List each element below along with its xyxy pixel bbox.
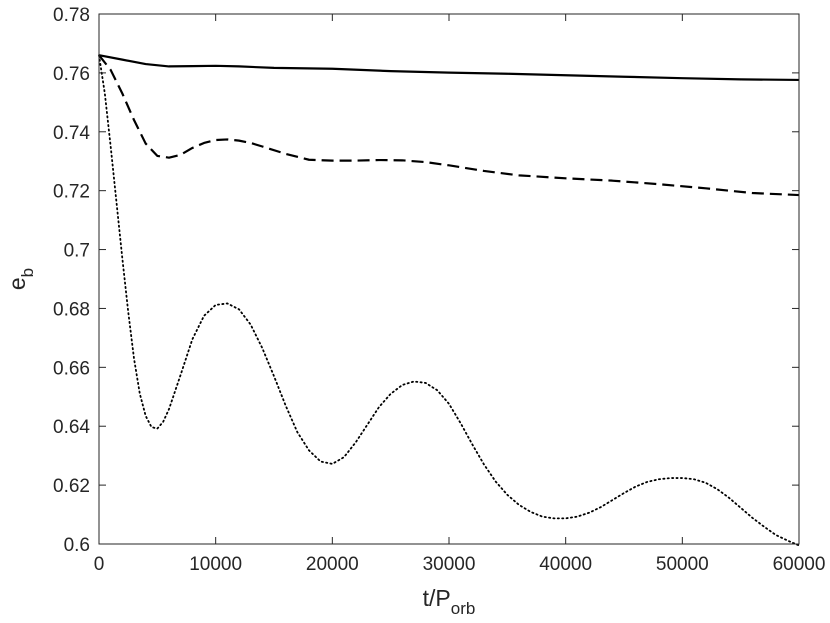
y-tick-label: 0.62 [53, 476, 90, 497]
x-axis-title: t/Porb [423, 585, 476, 618]
x-tick-label: 60000 [773, 554, 826, 575]
y-tick-label: 0.68 [53, 299, 90, 320]
series-line-dotted [98, 54, 800, 547]
y-tick-label: 0.7 [64, 241, 90, 262]
x-tick-label: 30000 [423, 554, 476, 575]
y-axis-title: eb [4, 268, 37, 290]
y-tick-label: 0.76 [53, 64, 90, 85]
x-tick-label: 10000 [189, 554, 242, 575]
y-tick-label: 0.74 [53, 123, 90, 144]
x-tick-label: 0 [94, 554, 105, 575]
y-tick-label: 0.78 [53, 5, 90, 26]
x-tick-label: 40000 [539, 554, 592, 575]
x-axis-title-main: t/P [423, 585, 451, 611]
series-layer [98, 54, 800, 547]
x-tick-label: 50000 [656, 554, 709, 575]
y-axis-title-sub: b [18, 268, 37, 277]
tick-layer: 0 10000 20000 30000 40000 50000 60000 0.6 0.62 0.… [53, 5, 825, 575]
series-line-dashed [98, 54, 800, 197]
y-tick-label: 0.66 [53, 358, 90, 379]
y-tick-label: 0.64 [53, 417, 90, 438]
y-axis-title-main: e [4, 277, 30, 290]
y-tick-label: 0.72 [53, 182, 90, 203]
y-tick-label: 0.6 [64, 535, 90, 556]
plot-background [99, 14, 799, 544]
series-line-solid [98, 54, 800, 82]
x-axis-title-sub: orb [451, 599, 476, 618]
x-tick-label: 20000 [306, 554, 359, 575]
